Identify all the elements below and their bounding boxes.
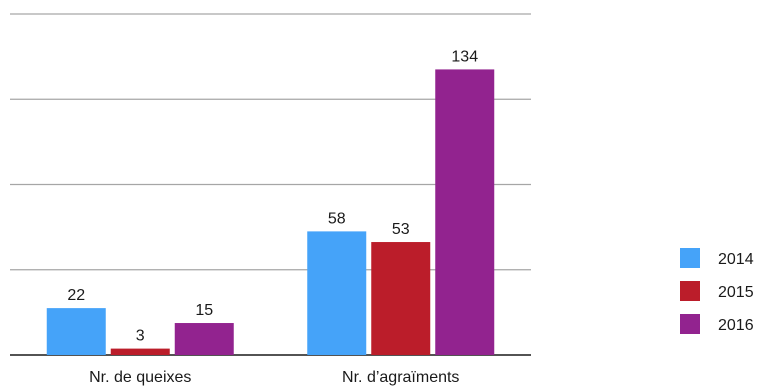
legend-swatch-2015 [680, 281, 700, 301]
bar-2015-1 [110, 348, 170, 355]
category-labels: Nr. de queixes Nr. d’agraïments [89, 369, 459, 386]
data-labels: 22 3 15 58 53 134 [67, 48, 478, 344]
legend-swatch-2016 [680, 314, 700, 334]
bar-2016-1 [174, 323, 234, 355]
bars [46, 69, 495, 355]
data-label-2016-1: 15 [195, 302, 213, 319]
legend-label-2015: 2015 [718, 284, 754, 301]
category-label-1: Nr. de queixes [89, 369, 191, 386]
bar-2014-2 [307, 231, 367, 355]
bar-2014-1 [46, 308, 106, 355]
legend-swatch-2014 [680, 248, 700, 268]
category-label-2: Nr. d’agraïments [342, 369, 459, 386]
bar-2016-2 [435, 69, 495, 355]
legend-label-2016: 2016 [718, 317, 754, 334]
legend-label-2014: 2014 [718, 251, 754, 268]
data-label-2014-1: 22 [67, 287, 85, 304]
data-label-2015-2: 53 [392, 221, 410, 238]
data-label-2015-1: 3 [136, 328, 145, 345]
data-label-2016-2: 134 [451, 48, 478, 65]
legend: 2014 2015 2016 [680, 248, 754, 334]
bar-2015-2 [371, 242, 431, 355]
data-label-2014-2: 58 [328, 210, 346, 227]
